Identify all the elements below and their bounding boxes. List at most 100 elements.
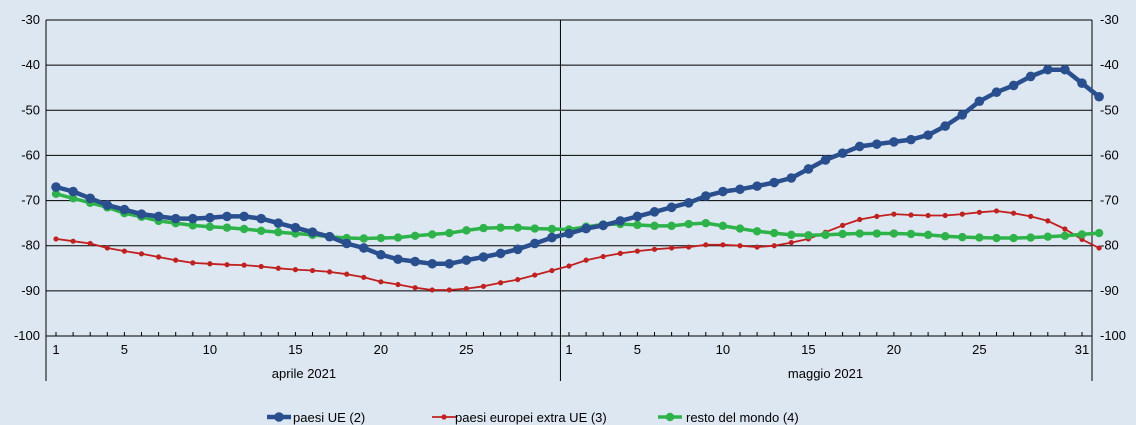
data-point xyxy=(549,267,555,274)
data-point xyxy=(959,211,965,217)
data-point xyxy=(513,223,522,232)
x-tick-label: 20 xyxy=(887,342,901,357)
data-point xyxy=(840,222,846,228)
y-tick-label-right: -70 xyxy=(1100,193,1119,208)
data-point xyxy=(478,252,489,262)
data-point xyxy=(1025,71,1036,82)
data-point xyxy=(942,212,948,219)
series-line xyxy=(55,210,1100,291)
data-point xyxy=(683,198,694,208)
data-point xyxy=(273,218,284,228)
data-point xyxy=(872,139,882,149)
data-point xyxy=(923,130,933,140)
y-tick-label-left: -60 xyxy=(21,147,40,162)
data-point xyxy=(428,230,437,239)
data-point xyxy=(275,265,281,271)
data-point xyxy=(222,223,232,232)
data-point xyxy=(957,110,968,120)
data-point xyxy=(974,96,985,107)
data-point xyxy=(207,261,213,267)
data-point xyxy=(51,189,61,198)
y-tick-label-left: -70 xyxy=(21,193,40,208)
data-point xyxy=(241,262,247,268)
data-point xyxy=(701,218,710,228)
x-tick-label: 10 xyxy=(203,342,217,357)
data-point xyxy=(156,254,162,260)
data-point xyxy=(889,137,899,147)
data-point xyxy=(498,280,504,286)
data-point xyxy=(684,219,693,229)
data-point xyxy=(857,216,863,223)
data-point xyxy=(993,208,1000,214)
data-point xyxy=(445,228,454,238)
y-tick-label-right: -30 xyxy=(1100,12,1119,27)
data-point xyxy=(769,177,779,188)
data-point xyxy=(804,231,813,240)
data-point xyxy=(51,182,61,192)
data-point xyxy=(1094,91,1104,102)
data-point xyxy=(891,211,897,217)
data-point xyxy=(735,184,745,195)
x-tick-label: 31 xyxy=(1075,342,1089,357)
y-tick-label-right: -40 xyxy=(1100,57,1119,72)
data-point xyxy=(906,134,916,145)
data-point xyxy=(820,155,831,165)
data-point xyxy=(412,285,418,291)
data-point xyxy=(121,248,127,254)
data-point xyxy=(190,260,196,266)
x-tick-label: 15 xyxy=(801,342,815,357)
y-tick-label-right: -50 xyxy=(1100,102,1119,117)
data-point xyxy=(290,222,301,233)
data-point xyxy=(925,212,931,219)
data-point xyxy=(239,224,249,234)
data-point xyxy=(649,207,660,217)
data-point xyxy=(427,258,438,269)
series-1 xyxy=(53,208,1102,293)
y-tick-label-right: -100 xyxy=(1100,328,1126,343)
data-point xyxy=(1045,218,1051,224)
x-tick-label: 5 xyxy=(634,342,641,357)
x-tick-label: 20 xyxy=(374,342,388,357)
data-point xyxy=(1060,64,1070,75)
data-point xyxy=(136,209,147,219)
data-point xyxy=(170,213,181,224)
data-point xyxy=(737,243,743,249)
data-point xyxy=(854,141,865,152)
data-point xyxy=(838,229,847,239)
data-point xyxy=(735,224,745,233)
data-point xyxy=(600,253,606,260)
data-point xyxy=(515,276,521,283)
data-point xyxy=(461,255,472,265)
legend: paesi UE (2) paesi europei extra UE (3) re… xyxy=(267,410,799,425)
data-point xyxy=(874,213,880,219)
data-point xyxy=(667,221,676,231)
data-point xyxy=(651,246,658,252)
data-point xyxy=(788,239,794,246)
y-tick-label-right: -90 xyxy=(1100,283,1119,298)
data-point xyxy=(583,257,589,263)
data-point xyxy=(686,244,692,250)
gridlines xyxy=(46,19,1092,337)
data-point xyxy=(205,212,215,223)
x-tick-label: 1 xyxy=(565,342,572,357)
data-point xyxy=(309,267,316,274)
data-point xyxy=(617,250,623,256)
data-point xyxy=(1096,245,1102,251)
x-tick-label: 1 xyxy=(52,342,59,357)
data-point xyxy=(462,226,471,235)
data-point xyxy=(940,121,950,131)
data-point xyxy=(908,212,914,218)
data-point xyxy=(803,164,814,174)
data-point xyxy=(598,220,608,231)
data-point xyxy=(1060,231,1070,240)
data-point xyxy=(1011,210,1017,216)
data-point xyxy=(359,234,368,243)
data-point xyxy=(53,236,59,242)
data-point xyxy=(837,148,848,158)
data-point xyxy=(68,186,78,197)
data-point xyxy=(188,221,197,230)
data-point xyxy=(650,221,659,231)
data-point xyxy=(173,257,179,263)
data-point xyxy=(872,229,881,238)
data-point xyxy=(257,226,266,236)
